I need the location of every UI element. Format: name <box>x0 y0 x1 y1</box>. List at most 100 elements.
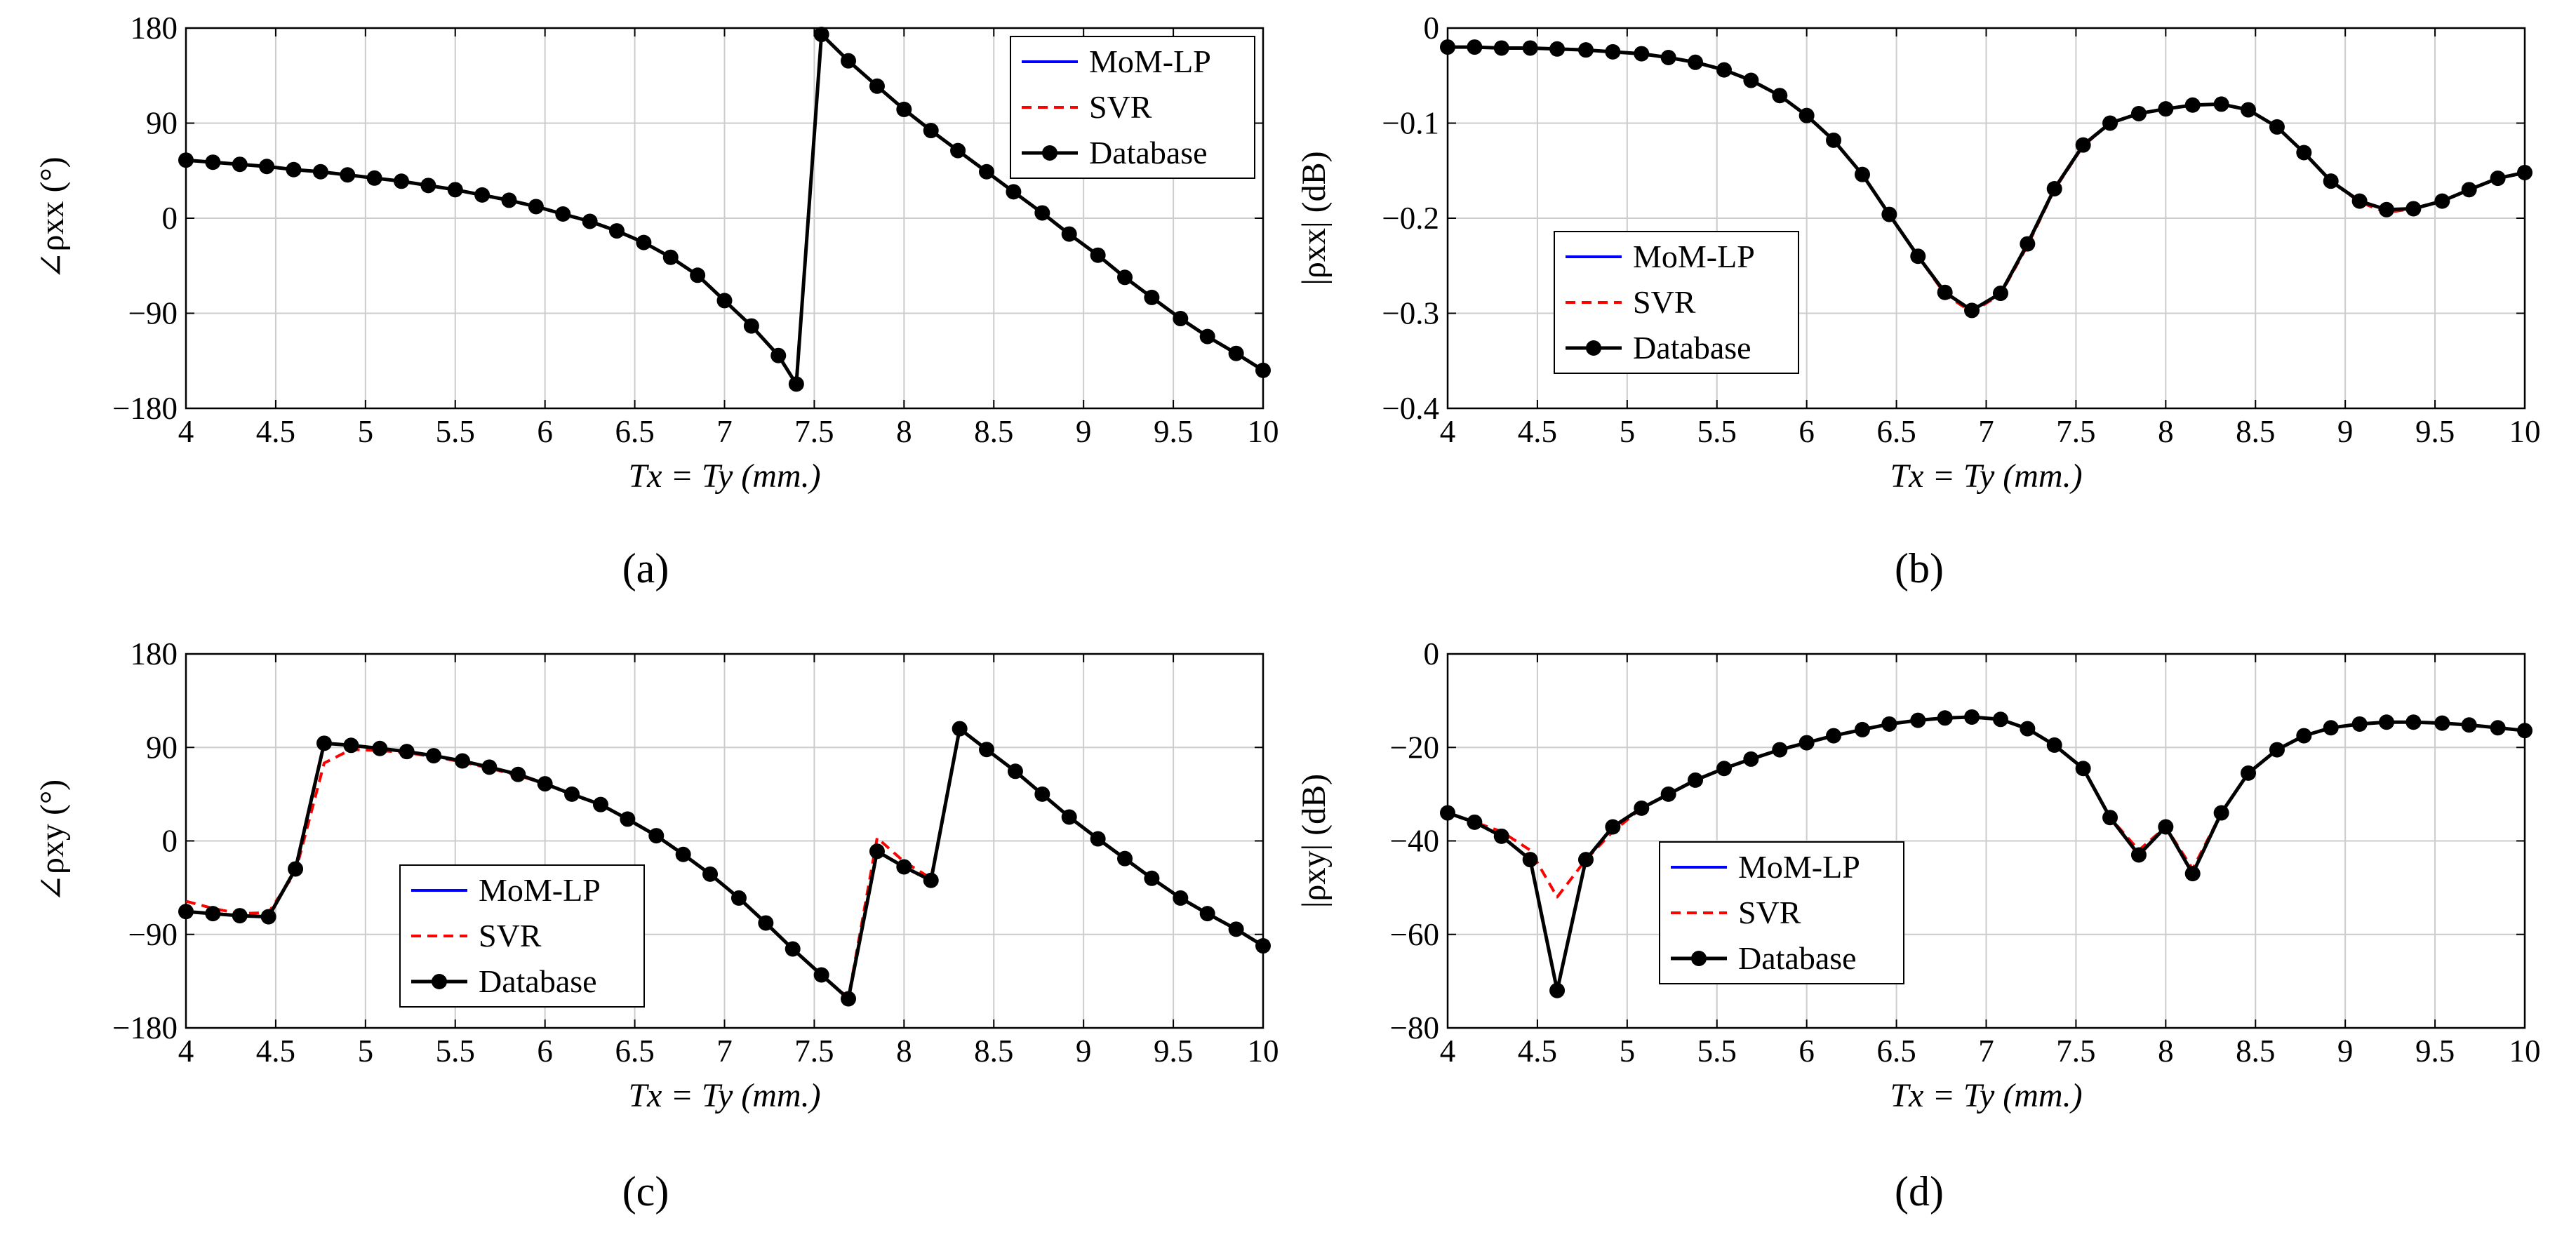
database-point <box>340 167 356 183</box>
legend-label: Database <box>1738 940 1857 976</box>
x-tick-label: 9.5 <box>1154 414 1193 449</box>
database-point <box>343 737 359 754</box>
x-tick-label: 5 <box>1620 1034 1636 1069</box>
database-point <box>788 376 804 392</box>
y-axis-label: ∠ρxx (°) <box>34 156 71 279</box>
database-point <box>1007 763 1023 780</box>
database-point <box>1910 712 1926 728</box>
database-point <box>1255 362 1271 378</box>
legend-label: SVR <box>1089 89 1152 125</box>
y-tick-label: 0 <box>162 824 178 859</box>
database-point <box>2184 97 2201 113</box>
x-tick-label: 6 <box>537 414 553 449</box>
database-point <box>1798 107 1815 123</box>
panel-caption: (b) <box>1895 545 1944 591</box>
database-point <box>1467 814 1483 830</box>
database-point <box>2075 761 2091 777</box>
database-point <box>178 152 194 168</box>
database-point <box>869 78 885 94</box>
x-tick-label: 9 <box>1076 1034 1092 1069</box>
database-point <box>2461 717 2477 733</box>
y-tick-label: 0 <box>1424 636 1440 671</box>
x-tick-label: 10 <box>1248 414 1279 449</box>
database-point <box>743 318 759 334</box>
database-point <box>1854 166 1870 182</box>
y-tick-label: −0.4 <box>1382 391 1439 426</box>
database-point <box>1605 44 1621 60</box>
database-point <box>2351 193 2368 209</box>
panel-a: 4 4.5 5 5.5 6 6.5 7 7.5 8 8.5 9 9.5 10 −180 −90 0 90 180 T… <box>34 11 1279 591</box>
database-point <box>1826 132 1842 148</box>
database-point <box>2296 145 2312 161</box>
database-point <box>1117 269 1133 286</box>
database-point <box>952 721 968 737</box>
x-tick-label: 9 <box>2337 414 2354 449</box>
x-tick-label: 5 <box>358 1034 374 1069</box>
database-point <box>260 909 276 925</box>
x-tick-label: 4.5 <box>1518 1034 1557 1069</box>
panel-caption: (d) <box>1895 1168 1944 1215</box>
database-point <box>1798 735 1815 751</box>
x-axis-label: Tx = Ty (mm.) <box>628 457 820 495</box>
x-tick-label: 8 <box>896 1034 912 1069</box>
x-tick-label: 10 <box>2509 1034 2541 1069</box>
y-tick-label: 0 <box>162 201 178 236</box>
database-point <box>950 142 966 159</box>
x-axis-label: Tx = Ty (mm.) <box>628 1077 820 1114</box>
database-point <box>316 735 332 751</box>
database-point <box>399 744 415 760</box>
database-point <box>366 170 382 186</box>
database-point <box>259 159 275 175</box>
legend: MoM-LP SVR Database <box>1554 231 1799 374</box>
database-point <box>1605 819 1621 835</box>
x-tick-label: 7.5 <box>2056 1034 2095 1069</box>
y-axis-label: |ρxy| (dB) <box>1295 774 1333 908</box>
x-tick-label: 5.5 <box>436 414 475 449</box>
database-point <box>2213 96 2229 112</box>
database-point <box>1881 716 1897 732</box>
database-point <box>312 163 328 180</box>
legend-marker <box>1042 145 1057 161</box>
database-point <box>1549 41 1566 57</box>
database-point <box>232 908 248 924</box>
y-tick-label: 180 <box>131 11 178 46</box>
database-point <box>2461 182 2477 198</box>
legend-marker <box>1691 951 1707 966</box>
legend-label: MoM-LP <box>479 872 601 908</box>
database-point <box>2184 866 2201 882</box>
database-point <box>1228 921 1244 937</box>
y-tick-label: −0.1 <box>1382 106 1439 141</box>
x-tick-label: 5.5 <box>436 1034 475 1069</box>
database-point <box>2046 180 2062 196</box>
y-tick-label: 0 <box>1424 11 1440 46</box>
database-point <box>813 27 829 43</box>
grid <box>1447 653 2525 1029</box>
x-tick-label: 8 <box>896 414 912 449</box>
database-point <box>2020 236 2036 252</box>
database-point <box>501 192 517 208</box>
database-point <box>2490 170 2506 187</box>
database-point <box>178 904 194 920</box>
y-tick-label: −0.3 <box>1382 296 1439 331</box>
database-point <box>1577 42 1594 58</box>
database-point <box>1061 226 1077 242</box>
database-point <box>205 906 221 922</box>
legend: MoM-LP SVR Database <box>1659 841 1904 984</box>
database-point <box>648 828 665 844</box>
database-point <box>609 223 625 239</box>
legend-label: Database <box>1633 330 1751 366</box>
y-tick-label: −60 <box>1390 917 1439 952</box>
database-point <box>1228 345 1244 361</box>
legend-label: Database <box>479 963 597 999</box>
x-tick-label: 5.5 <box>1697 1034 1737 1069</box>
database-point <box>2213 805 2229 821</box>
y-tick-label: −180 <box>112 391 178 426</box>
database-point <box>447 182 463 198</box>
database-point <box>1854 721 1870 737</box>
database-point <box>394 173 409 189</box>
legend-label: MoM-LP <box>1633 239 1755 274</box>
database-point <box>1910 248 1926 265</box>
database-point <box>2269 742 2285 758</box>
x-tick-label: 8.5 <box>974 414 1013 449</box>
database-point <box>869 843 885 860</box>
